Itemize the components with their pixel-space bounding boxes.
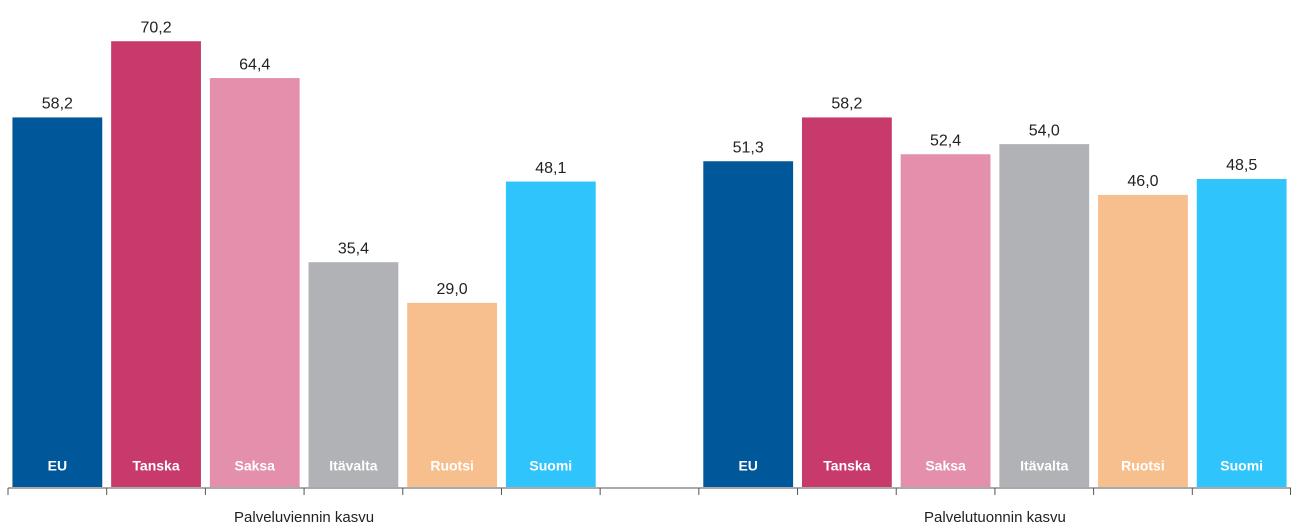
value-label: 51,3 (733, 139, 764, 156)
bar (703, 161, 794, 487)
value-label: 70,2 (140, 19, 171, 36)
series-label: Saksa (234, 458, 275, 474)
series-label: Saksa (925, 458, 966, 474)
bar (505, 181, 596, 487)
bar (900, 154, 991, 487)
bar (999, 144, 1090, 487)
series-label: Ruotsi (430, 458, 474, 474)
value-label: 64,4 (239, 56, 270, 73)
series-label: Itävalta (1020, 458, 1068, 474)
series-label: EU (738, 458, 757, 474)
value-label: 58,2 (831, 96, 862, 113)
category-label: Palvelutuonnin kasvu (924, 509, 1066, 526)
bar (308, 262, 399, 487)
value-label: 35,4 (338, 240, 369, 257)
value-label: 29,0 (437, 281, 468, 298)
series-label: Suomi (1220, 458, 1263, 474)
bar (209, 78, 300, 487)
series-label: Tanska (823, 458, 870, 474)
value-label: 48,1 (535, 160, 566, 177)
series-label: Itävalta (329, 458, 377, 474)
series-label: Ruotsi (1121, 458, 1165, 474)
series-label: Suomi (529, 458, 572, 474)
bar (407, 302, 498, 487)
bar (111, 41, 201, 487)
bar (1098, 194, 1188, 487)
bar (12, 117, 103, 488)
series-label: Tanska (132, 458, 179, 474)
value-label: 58,2 (42, 96, 73, 113)
value-label: 46,0 (1127, 173, 1158, 190)
value-label: 48,5 (1226, 157, 1257, 174)
bar (1196, 179, 1287, 487)
bar (801, 117, 892, 488)
value-label: 54,0 (1029, 122, 1060, 139)
series-label: EU (48, 458, 67, 474)
value-label: 52,4 (930, 132, 961, 149)
category-label: Palveluviennin kasvu (234, 509, 374, 526)
